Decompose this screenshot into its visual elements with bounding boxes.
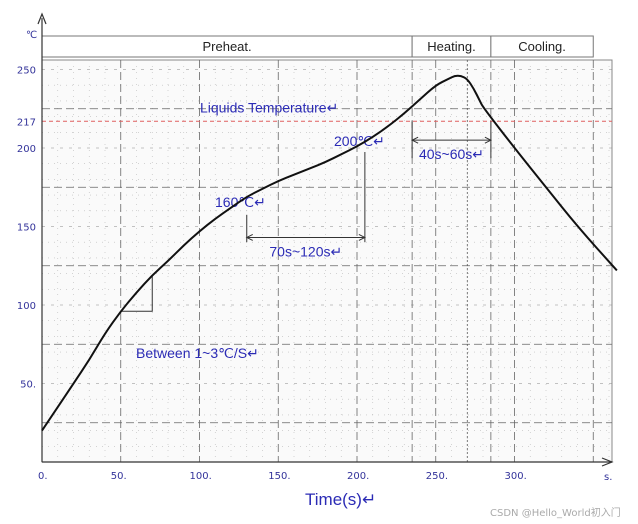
span-arrow [358, 234, 366, 241]
temperature-label: 200℃↵ [334, 133, 385, 149]
zone-box [490, 35, 594, 58]
zone-label: Cooling. [518, 39, 566, 54]
grid [41, 59, 613, 463]
temperature-curve [41, 74, 618, 432]
x-axis-label: Time(s)↵ [305, 490, 376, 509]
x-tick-label: 0. [38, 471, 48, 482]
y-tick-label: 50. [20, 380, 36, 391]
watermark: CSDN @Hello_World初入门 [490, 506, 621, 519]
x-tick-label: 250. [426, 471, 448, 482]
x-tick-label: 200. [347, 471, 369, 482]
y-tick-label: 217 [17, 117, 36, 128]
x-tick-label: 150. [268, 471, 290, 482]
axes: 0. 50. 100. 150. 200. 250. 300. 50. 100 150 200 217… [17, 12, 614, 482]
span-label: 70s~120s↵ [269, 243, 342, 259]
zone-header: Preheat. Heating. Cooling. [41, 35, 594, 58]
y-tick-label: 200 [17, 144, 36, 155]
y-tick-label: 250 [17, 66, 36, 77]
y-axis-arrow [37, 12, 47, 25]
slope-marker [120, 275, 153, 312]
liquidus-label: Liquids Temperature↵ [200, 99, 338, 115]
y-tick-label: 150 [17, 223, 36, 234]
span-arrow [245, 234, 253, 241]
x-tick-label: 300. [505, 471, 527, 482]
span-label: 40s~60s↵ [419, 146, 484, 162]
y-tick-label: 100 [17, 301, 36, 312]
slope-label: Between 1~3℃/S↵ [136, 345, 259, 361]
zone-label: Preheat. [202, 39, 251, 54]
plot-area [41, 59, 613, 463]
x-unit-label: s. [604, 472, 612, 483]
y-unit-label: ℃ [26, 30, 37, 41]
x-axis-arrow [601, 457, 614, 467]
x-tick-label: 50. [111, 471, 127, 482]
zone-label: Heating. [427, 39, 475, 54]
x-tick-label: 100. [190, 471, 212, 482]
reference-lines: Liquids Temperature↵ [42, 99, 612, 122]
